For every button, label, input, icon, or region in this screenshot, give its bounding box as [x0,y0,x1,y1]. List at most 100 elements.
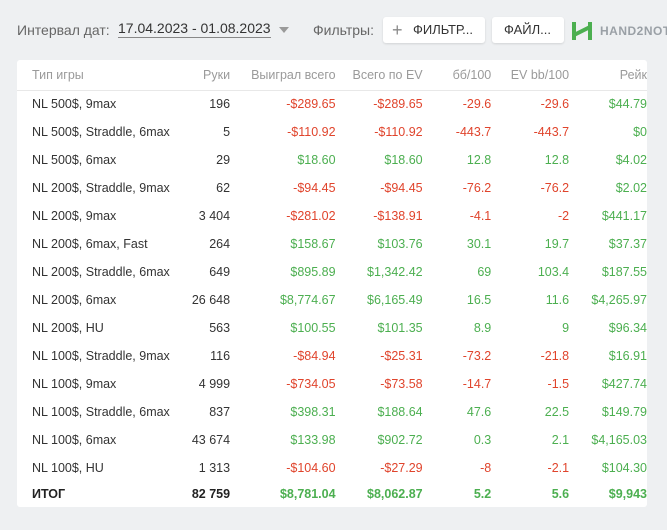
cell-hands: 4 999 [198,377,231,391]
cell-ev-bb100: 103.4 [537,265,570,279]
table-row[interactable]: NL 500$, 9max 196 -$289.65 -$289.65 -29.6 -29… [17,90,647,118]
toolbar: Интервал дат: 17.04.2023 - 01.08.2023 Фи… [0,0,667,60]
col-header-bb100[interactable]: бб/100 [422,60,492,91]
cell-bb100: -443.7 [455,125,492,139]
filters-button-label: ФИЛЬТР... [413,22,473,37]
cell-hands: 196 [209,97,231,112]
cell-bb100: -8 [480,461,492,475]
cell-game-type: NL 200$, 6max [32,293,117,307]
filters-button[interactable]: + ФИЛЬТР... [383,17,485,43]
cell-rake: $4,265.97 [591,293,647,307]
cell-ev-total: $1,342.42 [367,265,423,279]
cell-hands: 563 [209,321,231,335]
cell-rake: $16.91 [608,349,647,363]
cell-rake: $9,943 [608,487,647,501]
cell-bb100: -4.1 [469,209,492,223]
col-header-game-type[interactable]: Тип игры [17,60,171,91]
cell-hands: 116 [210,349,231,363]
cell-rake: $441.17 [601,209,647,223]
cell-game-type: NL 200$, 6max, Fast [32,237,148,251]
table-row[interactable]: NL 200$, 6max, Fast 264 $158.67 $103.76 30.1… [17,230,647,258]
cell-game-type: NL 100$, Straddle, 6max [32,405,170,419]
table-row[interactable]: NL 200$, 6max 26 648 $8,774.67 $6,165.49 16.… [17,286,647,314]
files-button[interactable]: ФАЙЛ... [492,17,564,43]
date-range-selector[interactable]: 17.04.2023 - 01.08.2023 [118,20,271,38]
cell-bb100: 47.6 [466,405,492,419]
table-row[interactable]: NL 100$, 9max 4 999 -$734.05 -$73.58 -14.7 -1… [17,370,647,398]
col-header-ev-bb100[interactable]: EV bb/100 [491,60,570,91]
cell-bb100: 0.3 [473,433,492,447]
cell-won-total: -$94.45 [293,181,336,195]
cell-game-type: NL 100$, 9max [32,377,117,391]
stats-table: Тип игры Руки Выиграл всего Всего по EV … [17,60,647,506]
col-header-ev-total[interactable]: Всего по EV [335,60,423,91]
table-row[interactable]: NL 100$, 6max 43 674 $133.98 $902.72 0.3 2.1 $… [17,426,647,454]
cell-hands: 29 [216,153,231,167]
cell-won-total: -$734.05 [286,377,336,391]
table-row[interactable]: NL 200$, HU 563 $100.55 $101.35 8.9 9 $96.34 [17,314,647,342]
stats-table-card: Тип игры Руки Выиграл всего Всего по EV … [17,60,647,507]
cell-game-type: ИТОГ [32,487,66,501]
cell-won-total: $8,774.67 [279,293,336,307]
cell-won-total: $158.67 [290,237,336,251]
cell-ev-total: $902.72 [377,433,423,447]
table-row[interactable]: NL 200$, 9max 3 404 -$281.02 -$138.91 -4.1 -2… [17,202,647,230]
table-row[interactable]: NL 200$, Straddle, 6max 649 $895.89 $1,342.… [17,258,647,286]
cell-hands: 1 313 [198,461,231,475]
cell-rake: $4,165.03 [591,433,647,447]
cell-hands: 264 [209,237,231,251]
cell-hands: 62 [216,181,231,195]
cell-rake: $44.79 [608,97,647,112]
filters-label: Фильтры: [313,22,374,38]
logo-text: HAND2NOTE [600,24,667,38]
cell-ev-total: $6,165.49 [367,293,423,307]
cell-hands: 649 [209,265,231,279]
cell-bb100: -76.2 [462,181,492,195]
cell-ev-bb100: 9 [562,321,570,335]
table-row[interactable]: NL 200$, Straddle, 9max 62 -$94.45 -$94.45 -… [17,174,647,202]
cell-rake: $187.55 [601,265,647,279]
cell-ev-total: -$138.91 [373,209,423,223]
cell-ev-bb100: -2 [557,209,570,223]
cell-ev-bb100: 11.6 [545,293,570,307]
cell-hands: 837 [209,405,231,419]
col-header-won-total[interactable]: Выиграл всего [230,60,336,91]
cell-game-type: NL 500$, 6max [32,153,117,167]
cell-bb100: 30.1 [466,237,492,251]
cell-ev-bb100: 22.5 [544,405,570,419]
cell-bb100: -29.6 [462,97,492,112]
col-header-rake[interactable]: Рейк [569,60,647,91]
cell-won-total: $895.89 [290,265,336,279]
cell-won-total: $18.60 [297,153,336,167]
cell-game-type: NL 200$, HU [32,321,104,335]
cell-bb100: 16.5 [466,293,492,307]
cell-won-total: $100.55 [290,321,336,335]
table-row[interactable]: NL 500$, Straddle, 6max 5 -$110.92 -$110.92… [17,118,647,146]
cell-ev-bb100: -443.7 [533,125,570,139]
cell-bb100: -14.7 [462,377,492,391]
cell-game-type: NL 500$, 9max [32,97,117,112]
table-total-row[interactable]: ИТОГ 82 759 $8,781.04 $8,062.87 5.2 5.6 $9,943 [17,482,647,506]
cell-bb100: 8.9 [473,321,492,335]
cell-rake: $96.34 [608,321,647,335]
table-row[interactable]: NL 100$, HU 1 313 -$104.60 -$27.29 -8 -2.1 $10… [17,454,647,482]
cell-ev-bb100: 19.7 [544,237,570,251]
cell-game-type: NL 200$, Straddle, 9max [32,181,170,195]
cell-ev-total: $188.64 [377,405,423,419]
cell-game-type: NL 200$, 9max [32,209,117,223]
cell-won-total: $133.98 [290,433,336,447]
date-range-label: Интервал дат: [17,22,110,38]
cell-bb100: -73.2 [462,349,492,363]
chevron-down-icon[interactable] [279,27,289,33]
cell-won-total: -$84.94 [293,349,336,363]
cell-ev-total: -$110.92 [374,125,423,139]
cell-game-type: NL 100$, 6max [32,433,117,447]
table-row[interactable]: NL 100$, Straddle, 6max 837 $398.31 $188.64… [17,398,647,426]
col-header-hands[interactable]: Руки [170,60,231,91]
table-row[interactable]: NL 500$, 6max 29 $18.60 $18.60 12.8 12.8 $4.02 [17,146,647,174]
cell-ev-total: -$289.65 [373,97,423,112]
cell-won-total: -$104.60 [286,461,336,475]
cell-ev-total: -$94.45 [380,181,423,195]
cell-game-type: NL 200$, Straddle, 6max [32,265,170,279]
table-row[interactable]: NL 100$, Straddle, 9max 116 -$84.94 -$25.31… [17,342,647,370]
